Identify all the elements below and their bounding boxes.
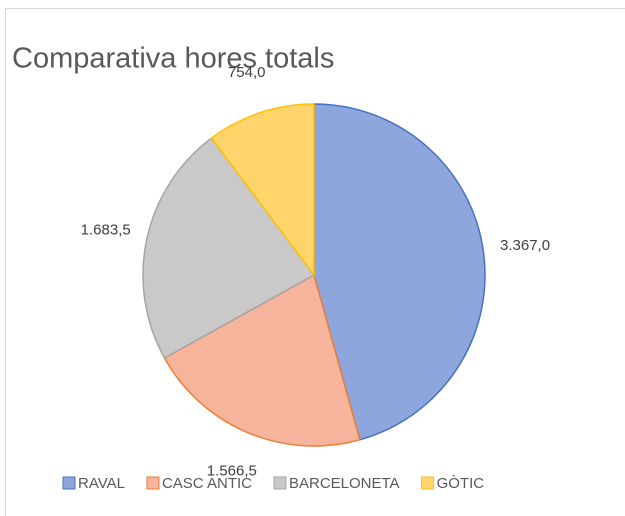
data-label: 754,0 [228,64,266,81]
chart-title: Comparativa hores totals [12,43,334,75]
data-label: 1.566,5 [207,462,257,479]
legend-swatch [146,476,160,490]
pie-slice [313,103,486,441]
legend-swatch [273,476,287,490]
legend-swatch [62,476,76,490]
data-label: 3.367,0 [500,237,550,254]
pie-slice [210,103,315,278]
data-label: 1.683,5 [81,221,131,238]
legend-label: CASC ANTIC [162,475,252,492]
legend-label: GÒTIC [437,475,485,492]
legend-label: BARCELONETA [289,475,400,492]
pie-slice [142,137,316,360]
legend-swatch [421,476,435,490]
legend-label: RAVAL [78,475,125,492]
pie-slice [163,273,361,447]
